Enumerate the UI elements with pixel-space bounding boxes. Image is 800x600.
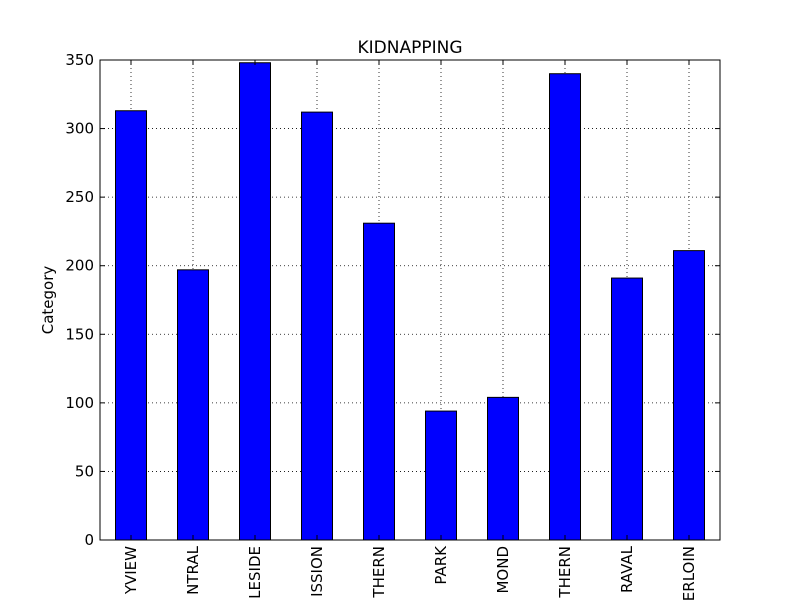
y-axis-label: Category	[39, 266, 57, 335]
bar-3	[301, 111, 333, 541]
bar-1	[177, 269, 209, 541]
y-tick-label: 0	[84, 531, 94, 549]
x-tick-label: YVIEW	[122, 546, 140, 595]
bar-4	[363, 222, 395, 541]
x-tick-label: NTRAL	[184, 545, 202, 594]
bar-9	[673, 250, 705, 541]
bar-6	[487, 396, 519, 541]
x-tick-label: RAVAL	[618, 545, 636, 593]
y-tick-label: 250	[65, 188, 94, 206]
x-tick-label: MOND	[494, 546, 512, 594]
x-tick-label: THERN	[556, 546, 574, 599]
chart-title: KIDNAPPING	[357, 38, 462, 58]
x-tick-label: THERN	[370, 546, 388, 599]
x-tick-label: LESIDE	[246, 546, 264, 599]
y-tick-label: 50	[75, 462, 94, 480]
x-tick-label: ERLOIN	[680, 546, 698, 600]
bars	[115, 62, 705, 541]
axis-ticks: 0 50 100 150 200 250 300 350 YVIEW NTRAL LESIDE ISS…	[65, 51, 720, 600]
y-tick-label: 350	[65, 51, 94, 69]
x-tick-label: PARK	[432, 545, 450, 585]
plot-area-frame	[99, 59, 721, 541]
bar-2	[239, 62, 271, 541]
y-tick-label: 300	[65, 120, 94, 138]
x-tick-label: ISSION	[308, 546, 326, 597]
y-tick-label: 150	[65, 325, 94, 343]
bar-5	[425, 410, 457, 541]
bar-7	[549, 73, 581, 541]
bar-0	[115, 110, 147, 541]
bar-8	[611, 277, 643, 541]
y-tick-label: 200	[65, 257, 94, 275]
y-tick-label: 100	[65, 394, 94, 412]
